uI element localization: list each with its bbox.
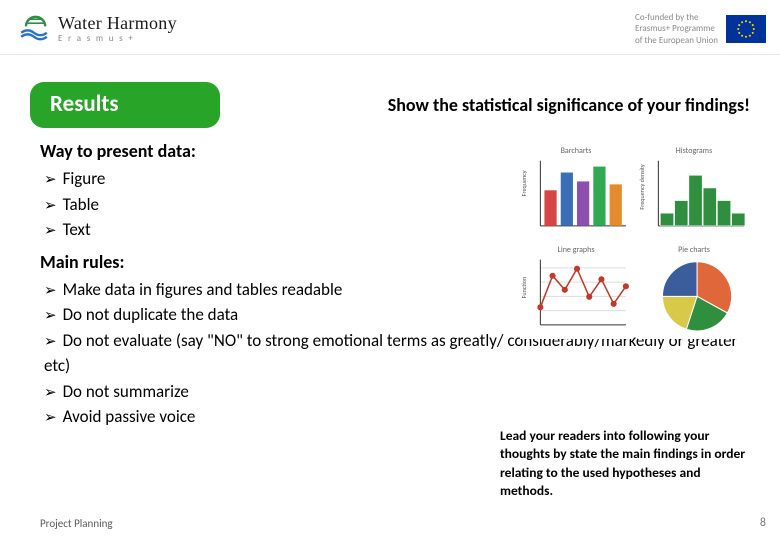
headline: Show the statistical significance of you… bbox=[252, 94, 750, 116]
footer-left: Project Planning bbox=[40, 517, 113, 530]
svg-text:Frequency: Frequency bbox=[520, 170, 528, 196]
brand-logo: Water Harmony E r a s m u s + bbox=[18, 12, 177, 44]
brand-name: Water Harmony bbox=[58, 14, 177, 32]
svg-text:Frequency density: Frequency density bbox=[638, 164, 646, 209]
piechart-title: Pie charts bbox=[638, 245, 750, 255]
cofunded-line: Erasmus+ Programme bbox=[635, 23, 718, 34]
histogram-title: Histograms bbox=[638, 146, 750, 156]
linegraph-title: Line graphs bbox=[520, 245, 632, 255]
title-row: Results Show the statistical significanc… bbox=[30, 82, 750, 128]
section-pill: Results bbox=[30, 82, 220, 128]
brand-subline: E r a s m u s + bbox=[58, 34, 177, 43]
page-number: 8 bbox=[760, 516, 766, 530]
list-item: Do not summarize bbox=[40, 379, 750, 405]
cofunded-line: Co-funded by the bbox=[635, 12, 718, 23]
barchart-title: Barcharts bbox=[520, 146, 632, 156]
chart-thumbnails: Barcharts Frequency Histograms Frequency… bbox=[520, 148, 750, 328]
barchart-thumb: Barcharts Frequency bbox=[520, 148, 632, 241]
eu-flag-icon bbox=[726, 15, 766, 43]
header: Water Harmony E r a s m u s + Co-funded … bbox=[0, 6, 780, 52]
cofunded-line: of the European Union bbox=[635, 35, 718, 46]
histogram-thumb: Histograms Frequency density bbox=[638, 148, 750, 241]
water-harmony-logo-icon bbox=[18, 12, 50, 44]
cofunded-badge: Co-funded by the Erasmus+ Programme of t… bbox=[635, 12, 766, 46]
linegraph-thumb: Line graphs Function bbox=[520, 247, 632, 340]
svg-text:Function: Function bbox=[520, 276, 528, 298]
header-divider bbox=[0, 54, 780, 55]
callout-note: Lead your readers into following your th… bbox=[500, 427, 750, 500]
list-item: Avoid passive voice bbox=[40, 404, 750, 430]
piechart-thumb: Pie charts bbox=[638, 247, 750, 340]
